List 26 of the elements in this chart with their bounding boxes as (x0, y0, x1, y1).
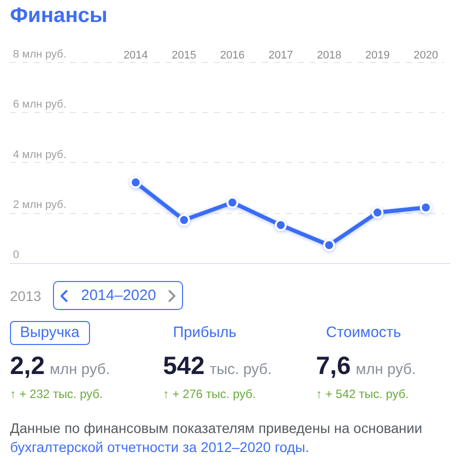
x-tick-label: 2020 (414, 49, 438, 62)
x-tick-label: 2017 (268, 49, 293, 62)
y-tick-label: 6 млн руб. (13, 98, 66, 111)
x-tick-label: 2014 (123, 49, 148, 62)
text: 542 тыс. руб. (163, 352, 272, 380)
chart-title: Финансы (10, 4, 108, 28)
category-label: Стоимость (326, 323, 402, 343)
text: бухгалтерской отчетности за 2012–2020 годы. (10, 438, 310, 454)
text: 7,6 млн руб. (316, 352, 416, 380)
x-tick-label: 2015 (172, 49, 196, 62)
y-tick-label: 8 млн руб. (13, 48, 66, 61)
x-tick-label: 2016 (220, 49, 245, 62)
text: 2013 (10, 287, 42, 305)
y-tick-label: 2 млн руб. (13, 199, 66, 212)
text: ↑ + 232 тыс. руб. (10, 386, 103, 402)
text: Данные по финансовым показателям приведены на основании (10, 420, 422, 436)
x-tick-label: 2018 (316, 49, 342, 62)
y-tick-label: 4 млн руб. (13, 148, 66, 161)
y-tick-label: 0 (13, 249, 20, 262)
category-label: Выручка (20, 323, 80, 343)
text: ↑ + 542 тыс. руб. (316, 386, 409, 402)
text: 2,2 млн руб. (10, 352, 110, 380)
category-label: Прибыль (173, 323, 236, 343)
x-tick-label: 2019 (365, 49, 390, 62)
text: 2014–2020 (81, 286, 156, 306)
text: ↑ + 276 тыс. руб. (163, 386, 256, 402)
